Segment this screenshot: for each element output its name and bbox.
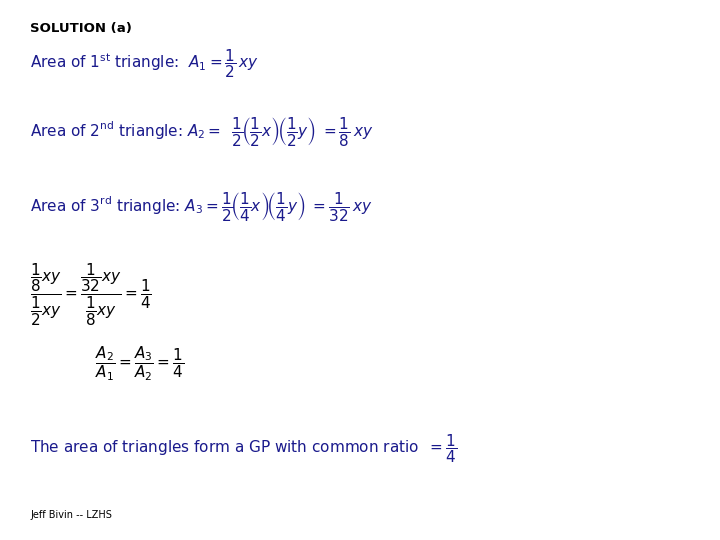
Text: Area of 1$^{\mathrm{st}}$ triangle:  $A_1 = \dfrac{1}{2}\,xy$: Area of 1$^{\mathrm{st}}$ triangle: $A_1… (30, 47, 259, 80)
Text: $\dfrac{\dfrac{1}{8}xy}{\dfrac{1}{2}xy} = \dfrac{\dfrac{1}{32}xy}{\dfrac{1}{8}xy: $\dfrac{\dfrac{1}{8}xy}{\dfrac{1}{2}xy} … (30, 262, 152, 328)
Text: SOLUTION (a): SOLUTION (a) (30, 22, 132, 35)
Text: Area of 3$^{\mathrm{rd}}$ triangle: $A_3 = \dfrac{1}{2}\!\left(\dfrac{1}{4}x\rig: Area of 3$^{\mathrm{rd}}$ triangle: $A_3… (30, 190, 372, 223)
Text: Jeff Bivin -- LZHS: Jeff Bivin -- LZHS (30, 510, 112, 520)
Text: Area of 2$^{\mathrm{nd}}$ triangle: $A_2=\;\;\dfrac{1}{2}\!\left(\dfrac{1}{2}x\r: Area of 2$^{\mathrm{nd}}$ triangle: $A_2… (30, 115, 373, 148)
Text: $\dfrac{A_2}{A_1} = \dfrac{A_3}{A_2} = \dfrac{1}{4}$: $\dfrac{A_2}{A_1} = \dfrac{A_3}{A_2} = \… (95, 345, 184, 383)
Text: The area of triangles form a GP with common ratio $\;= \dfrac{1}{4}$: The area of triangles form a GP with com… (30, 432, 457, 465)
